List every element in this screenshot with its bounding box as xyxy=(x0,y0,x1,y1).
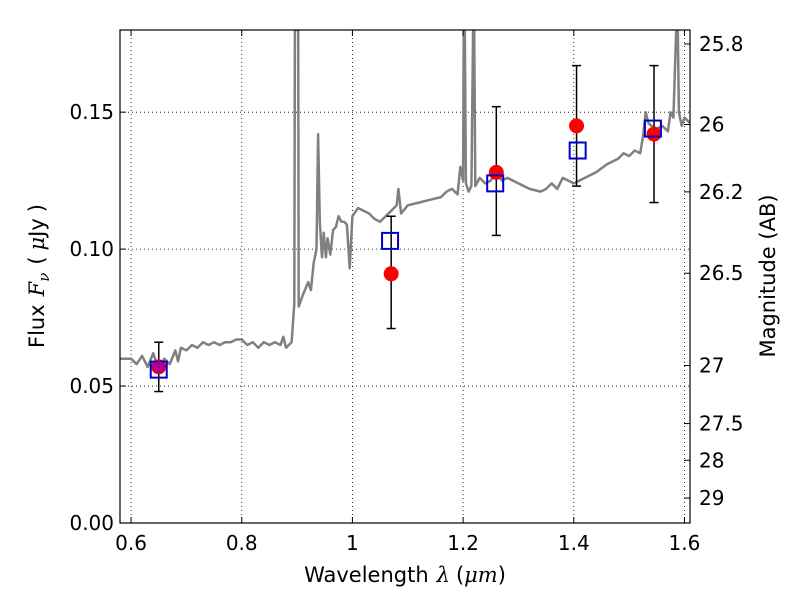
y2-tick-label: 26.5 xyxy=(699,261,744,285)
y2-tick-label: 27.5 xyxy=(699,412,744,436)
y-tick-label: 0.15 xyxy=(69,100,114,124)
model-point xyxy=(486,174,505,193)
overlap-point xyxy=(152,360,165,373)
x-tick-label: 1 xyxy=(346,531,359,555)
data-layer xyxy=(120,30,690,371)
y-tick-label: 0.10 xyxy=(69,237,114,261)
spectrum-line xyxy=(120,30,690,371)
observed-point xyxy=(383,266,399,282)
marker-layer xyxy=(149,118,662,379)
model-point xyxy=(568,141,587,160)
x-tick-label: 1.2 xyxy=(447,531,479,555)
x-axis-label: Wavelength λ (μm) xyxy=(304,563,506,587)
observed-point xyxy=(488,164,504,180)
y-tick-label: 0.05 xyxy=(69,374,114,398)
y2-tick-label: 25.8 xyxy=(699,32,744,56)
axis-layer: 0.6 0.8 1 1.2 1.4 1.6 0.00 0.05 0.10 0.15 25.8 26 26… xyxy=(69,30,744,555)
y2-tick-label: 29 xyxy=(699,486,724,510)
x-tick-label: 0.6 xyxy=(115,531,147,555)
y2-tick-label: 28 xyxy=(699,448,724,472)
observed-point xyxy=(646,126,662,142)
model-point xyxy=(381,231,400,250)
x-tick-label: 1.4 xyxy=(558,531,590,555)
model-point xyxy=(643,119,662,138)
x-tick-label: 1.6 xyxy=(669,531,701,555)
y-tick-label: 0.00 xyxy=(69,511,114,535)
y2-tick-label: 27 xyxy=(699,354,724,378)
y2-tick-label: 26 xyxy=(699,112,724,136)
grid-layer xyxy=(120,30,690,523)
y-axis-label: FluxFν(μJy) xyxy=(25,204,53,348)
y2-axis-label: Magnitude (AB) xyxy=(756,194,780,357)
x-tick-label: 0.8 xyxy=(226,531,258,555)
plot-frame xyxy=(119,29,691,524)
y2-tick-label: 26.2 xyxy=(699,180,744,204)
observed-point xyxy=(569,118,585,134)
